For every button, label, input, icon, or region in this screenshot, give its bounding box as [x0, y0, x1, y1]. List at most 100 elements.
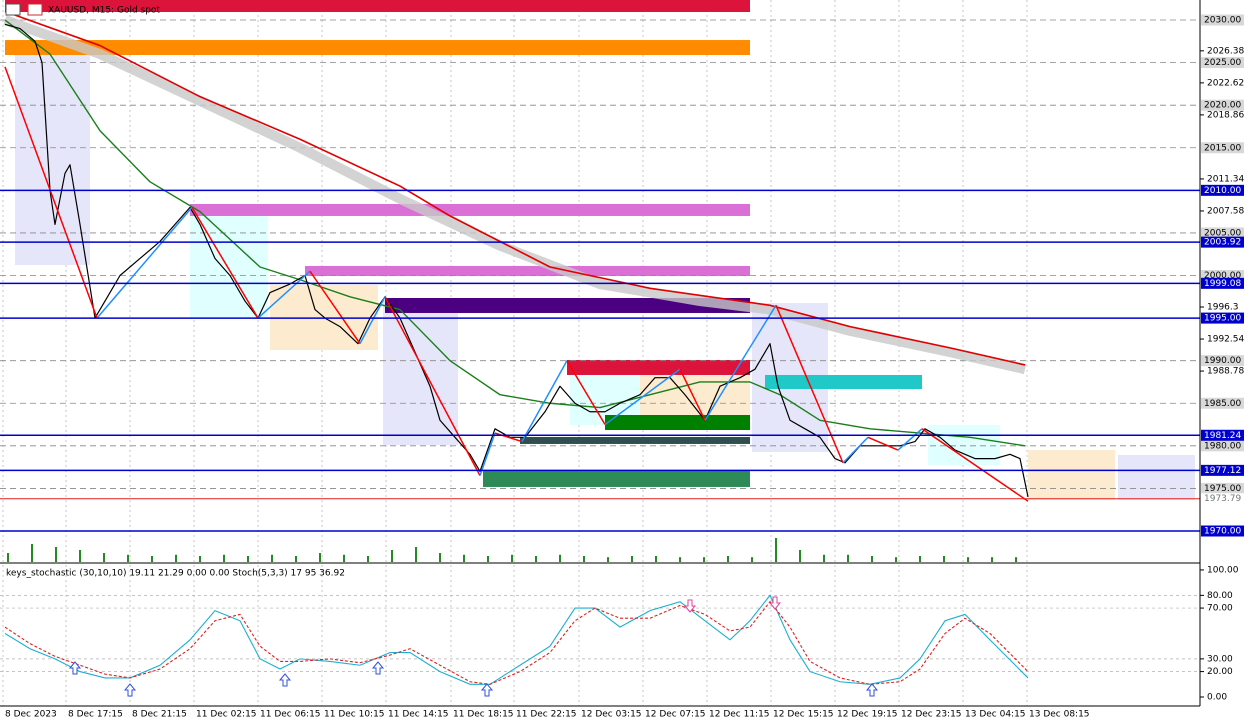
zigzag-segment [604, 368, 681, 426]
zigzag-segment [842, 436, 869, 464]
y-tick-label: 2026.38 [1207, 46, 1244, 56]
volume-bar [343, 554, 345, 562]
level-label: 1975.00 [1204, 484, 1241, 494]
zigzag-segment [704, 304, 777, 421]
bid-box [1201, 493, 1244, 505]
x-tick-label: 12 Dec 15:15 [773, 710, 834, 720]
x-tick-label: 8 Dec 21:15 [132, 710, 187, 720]
level-label: 2025.00 [1204, 58, 1241, 68]
level-label: 1980.00 [1204, 441, 1241, 451]
zone [567, 359, 750, 375]
volume-bar [679, 557, 681, 562]
level-label: 2030.00 [1204, 16, 1241, 26]
volume-bar [703, 557, 705, 562]
sr-label: 1970.00 [1204, 527, 1241, 537]
level-box [1201, 270, 1244, 282]
signal-arrows [68, 596, 879, 697]
y-tick-label: 2022.62 [1207, 78, 1244, 88]
volume-bar [727, 556, 729, 562]
sr-label: 1999.08 [1204, 279, 1241, 289]
sr-label: 2010.00 [1204, 186, 1241, 196]
volume-bar [991, 557, 993, 562]
down-arrow [768, 596, 782, 610]
x-tick-label: 12 Dec 11:15 [709, 710, 770, 720]
stoch-line [4, 594, 1029, 685]
volume-bar [847, 554, 849, 562]
sr-label: 1977.12 [1204, 466, 1241, 476]
volume-bar [223, 554, 225, 562]
zigzag-segment [566, 360, 606, 425]
x-tick-label: 11 Dec 02:15 [196, 710, 257, 720]
volume-bar [919, 556, 921, 562]
level-label: 2005.00 [1204, 228, 1241, 238]
y-tick-label: 1988.78 [1207, 367, 1244, 377]
volume-bar [55, 547, 57, 562]
volume-bar [391, 550, 393, 562]
zone [305, 265, 750, 277]
x-tick-label: 11 Dec 10:15 [324, 710, 385, 720]
x-tick-label: 13 Dec 08:15 [1029, 710, 1090, 720]
volume-bar [583, 556, 585, 562]
zigzag-segment [257, 270, 311, 319]
level-label: 1990.00 [1204, 356, 1241, 366]
sr-box [1201, 525, 1244, 537]
zigzag-segment [191, 206, 259, 319]
zone [1118, 454, 1195, 501]
zigzag-segment [359, 296, 386, 344]
sr-label: 2003.92 [1204, 238, 1241, 248]
volume-bar [943, 556, 945, 562]
x-tick-label: 11 Dec 14:15 [388, 710, 449, 720]
zigzag-segment [4, 66, 98, 319]
volume-bar [271, 554, 273, 562]
zigzag-segment [521, 360, 568, 442]
x-tick-label: 8 Dec 17:15 [68, 710, 123, 720]
zone [190, 203, 750, 216]
volume-bar [655, 556, 657, 562]
volume-bar [799, 550, 801, 562]
volume-bar [607, 557, 609, 562]
x-tick-label: 11 Dec 18:15 [453, 710, 514, 720]
zone [5, 40, 750, 56]
y-tick-label: 1992.54 [1207, 335, 1244, 345]
series-line [4, 19, 1026, 447]
volume-bar [103, 553, 105, 562]
zone [1028, 450, 1115, 501]
sr-box [1201, 464, 1244, 476]
zone [383, 300, 458, 445]
level-box [1201, 227, 1244, 239]
menu-icon [5, 3, 21, 16]
volume-bar [7, 553, 9, 562]
indicator-title: keys_stochastic (30,10,10) 19.11 21.29 0… [6, 569, 345, 579]
y-tick-label: 1996.3 [1207, 303, 1239, 313]
sr-box [1201, 236, 1244, 248]
volume-bar [439, 553, 441, 562]
volume-bar [415, 547, 417, 562]
zone [765, 374, 922, 390]
zigzag-segment [479, 432, 496, 476]
zigzag-segment [921, 428, 1029, 502]
volume-bar [295, 556, 297, 562]
volume-bar [127, 554, 129, 562]
zone [605, 415, 750, 430]
volume-bar [775, 538, 777, 562]
zone [483, 470, 750, 487]
zone [385, 297, 750, 313]
zigzag-segment [897, 428, 923, 451]
level-box [1201, 57, 1244, 69]
zigzag-segment [679, 368, 706, 421]
trade-icon [27, 3, 43, 16]
x-tick-label: 8 Dec 2023 [5, 710, 57, 720]
sr-box [1201, 429, 1244, 441]
volume-bar [823, 554, 825, 562]
volume-bar [319, 553, 321, 562]
y-tick-label: 80.00 [1207, 591, 1233, 601]
level-box [1201, 355, 1244, 367]
y-tick-label: 2007.58 [1207, 206, 1244, 216]
level-box [1201, 142, 1244, 154]
level-box [1201, 440, 1244, 452]
volume-bar [535, 556, 537, 562]
volume-bar [175, 554, 177, 562]
volume-bar [967, 557, 969, 562]
